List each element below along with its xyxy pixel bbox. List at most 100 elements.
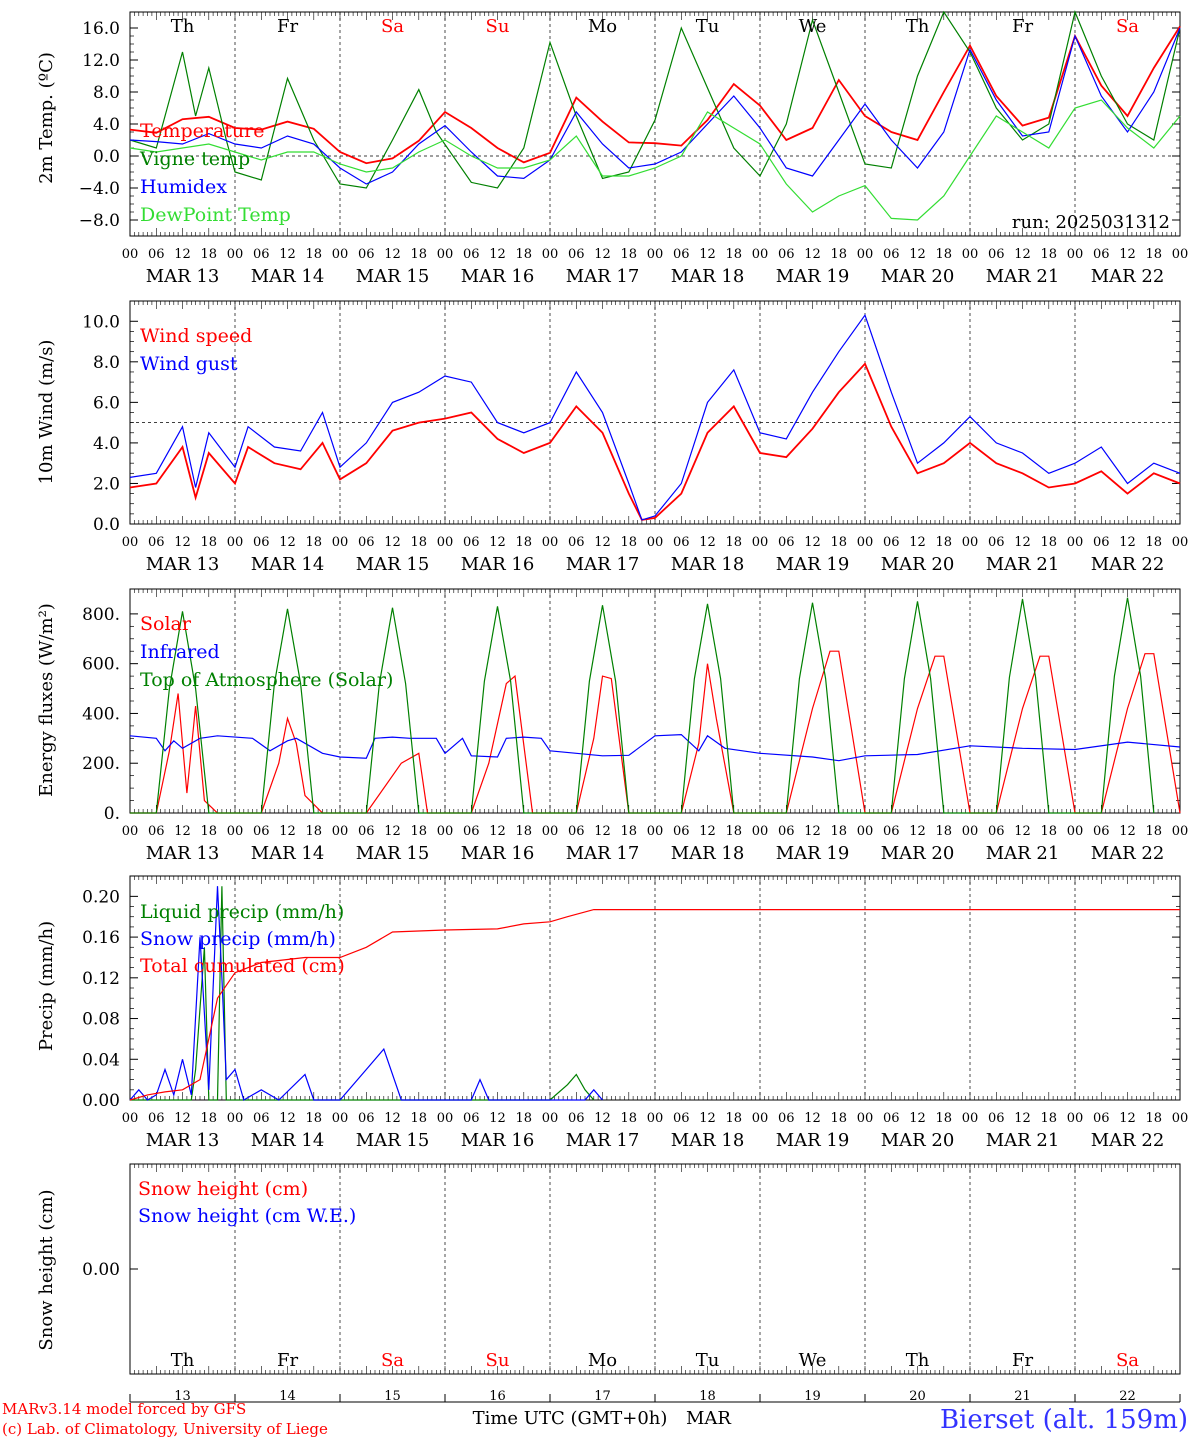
hour-tick-label: 00: [962, 535, 979, 550]
hour-tick-label: 06: [1093, 824, 1110, 839]
hour-tick-label: 18: [935, 535, 952, 550]
hour-tick-label: 12: [699, 824, 716, 839]
hour-tick-label: 00: [1067, 535, 1084, 550]
weekday-label: Fr: [1012, 16, 1033, 37]
y-tick-label: 10.0: [82, 312, 120, 332]
hour-tick-label: 06: [1093, 247, 1110, 262]
legend-entry: Snow height (cm): [138, 1178, 308, 1200]
date-label: MAR 21: [986, 843, 1060, 864]
weekday-label: Fr: [277, 1350, 298, 1371]
y-tick-label: 0.12: [82, 969, 120, 989]
y-tick-label: 12.0: [82, 51, 120, 71]
hour-tick-label: 06: [148, 824, 165, 839]
hour-tick-label: 18: [515, 1111, 532, 1126]
hour-tick-label: 06: [673, 824, 690, 839]
date-label: MAR 15: [356, 1130, 430, 1151]
hour-tick-label: 06: [1093, 1111, 1110, 1126]
date-label: MAR 18: [671, 554, 745, 575]
hour-tick-label: 06: [253, 247, 270, 262]
y-tick-label: 0.04: [82, 1050, 120, 1070]
hour-tick-label: 12: [279, 535, 296, 550]
hour-tick-label: 06: [988, 535, 1005, 550]
date-label: MAR 20: [881, 266, 955, 287]
hour-tick-label: 00: [857, 535, 874, 550]
hour-tick-label: 00: [962, 1111, 979, 1126]
hour-tick-label: 00: [437, 247, 454, 262]
station-name: Bierset (alt. 159m): [940, 1405, 1188, 1435]
hour-tick-label: 12: [909, 535, 926, 550]
weekday-label: Th: [171, 16, 195, 37]
hour-tick-label: 12: [594, 247, 611, 262]
hour-tick-label: 12: [1014, 247, 1031, 262]
date-label: MAR 16: [461, 266, 535, 287]
hour-tick-label: 12: [489, 535, 506, 550]
weekday-label: Sa: [1116, 16, 1139, 37]
hour-tick-label: 00: [122, 535, 139, 550]
hour-tick-label: 12: [699, 1111, 716, 1126]
hour-tick-label: 18: [1040, 247, 1057, 262]
day-number-label: 15: [384, 1389, 401, 1404]
hour-tick-label: 18: [725, 824, 742, 839]
hour-tick-label: 12: [384, 824, 401, 839]
hour-tick-label: 18: [305, 1111, 322, 1126]
hour-tick-label: 06: [673, 247, 690, 262]
day-number-label: 20: [909, 1389, 926, 1404]
hour-tick-label: 06: [778, 535, 795, 550]
hour-tick-label: 00: [332, 247, 349, 262]
hour-tick-label: 00: [227, 1111, 244, 1126]
weekday-label: We: [799, 16, 827, 37]
legend-entry: Humidex: [140, 176, 227, 198]
lab-credit: (c) Lab. of Climatology, University of L…: [2, 1420, 328, 1438]
y-tick-label: 0.0: [93, 515, 120, 535]
date-label: MAR 17: [566, 554, 640, 575]
date-label: MAR 16: [461, 843, 535, 864]
y-tick-label: −4.0: [79, 179, 120, 199]
date-label: MAR 15: [356, 843, 430, 864]
x-ticks: [129, 12, 1181, 236]
hour-tick-label: 00: [542, 535, 559, 550]
panel-3: 0. 200. 400. 600. 800. Energy fluxes (W/m²) So…: [36, 588, 1188, 864]
weekday-label: Fr: [1012, 1350, 1033, 1371]
hour-tick-label: 00: [752, 247, 769, 262]
date-label: MAR 14: [251, 266, 325, 287]
y-axis-label: Snow height (cm): [36, 1189, 57, 1350]
y-axis-label: Energy fluxes (W/m²): [36, 603, 57, 797]
hour-tick-label: 18: [935, 824, 952, 839]
hour-tick-label: 00: [122, 824, 139, 839]
hour-tick-label: 06: [358, 1111, 375, 1126]
hour-tick-label: 12: [279, 1111, 296, 1126]
hour-tick-label: 00: [1067, 247, 1084, 262]
series-line-infrared: [129, 733, 1181, 762]
hour-tick-label: 18: [935, 247, 952, 262]
hour-tick-label: 06: [883, 535, 900, 550]
hour-tick-label: 00: [332, 535, 349, 550]
hour-tick-label: 12: [279, 247, 296, 262]
date-label: MAR 22: [1091, 266, 1165, 287]
legend-entry: Snow height (cm W.E.): [138, 1205, 356, 1227]
hour-tick-label: 06: [673, 535, 690, 550]
legend-entry: Wind speed: [140, 325, 252, 347]
hour-tick-label: 00: [1172, 247, 1189, 262]
hour-tick-label: 06: [778, 1111, 795, 1126]
hour-tick-label: 18: [1040, 824, 1057, 839]
hour-tick-label: 12: [804, 247, 821, 262]
plot-frame: [129, 588, 1181, 814]
x-ticks: [129, 301, 1181, 524]
hour-tick-label: 12: [1119, 247, 1136, 262]
hour-tick-label: 18: [620, 824, 637, 839]
hour-tick-label: 06: [1093, 535, 1110, 550]
series-line-total-cumulated-cm-: [129, 908, 1180, 1101]
hour-tick-label: 18: [200, 1111, 217, 1126]
day-number-label: 21: [1014, 1389, 1031, 1404]
y-tick-label: 0.00: [82, 1260, 120, 1280]
hour-tick-label: 06: [358, 535, 375, 550]
hour-tick-label: 18: [410, 824, 427, 839]
weekday-label: Mo: [588, 16, 617, 37]
hour-tick-label: 06: [148, 535, 165, 550]
date-label: MAR 19: [776, 1130, 850, 1151]
weekday-label: Mo: [588, 1350, 617, 1371]
hour-tick-label: 18: [515, 535, 532, 550]
hour-tick-label: 00: [647, 535, 664, 550]
panel-4: 0.00 0.04 0.08 0.12 0.16 0.20 Precip (mm/h) Liq…: [36, 875, 1188, 1151]
y-tick-label: 0.20: [82, 887, 120, 907]
